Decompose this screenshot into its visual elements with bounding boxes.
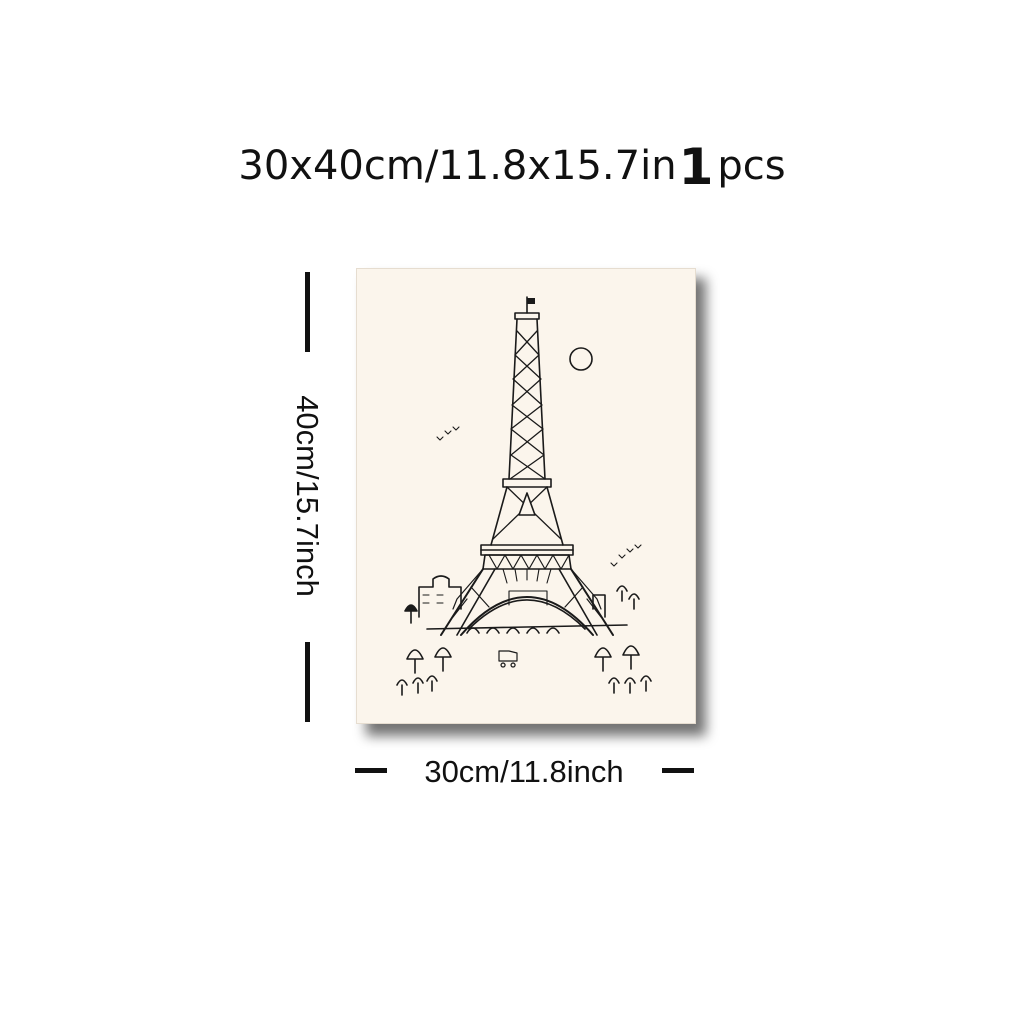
trees-left bbox=[396, 604, 452, 696]
birds-icon bbox=[436, 426, 460, 441]
height-bar-bottom bbox=[305, 642, 310, 722]
trees-right bbox=[594, 585, 652, 694]
width-bar-left bbox=[355, 768, 387, 773]
car-icon bbox=[498, 650, 518, 668]
width-dimension-label: 30cm/11.8inch bbox=[424, 754, 624, 789]
height-bar-top bbox=[305, 272, 310, 352]
height-text: 40cm/15.7inch bbox=[290, 395, 325, 597]
eiffel-tower-illustration bbox=[396, 296, 652, 696]
quantity-number: 1 bbox=[678, 138, 714, 196]
quantity-unit: pcs bbox=[717, 143, 786, 189]
width-bar-right bbox=[662, 768, 694, 773]
flag-icon bbox=[527, 298, 535, 304]
size-headline: 30x40cm/11.8x15.7in1 pcs bbox=[0, 138, 1024, 195]
canvas-print bbox=[356, 268, 696, 724]
sun-icon bbox=[569, 347, 593, 371]
size-text: 30x40cm/11.8x15.7in bbox=[238, 143, 677, 189]
